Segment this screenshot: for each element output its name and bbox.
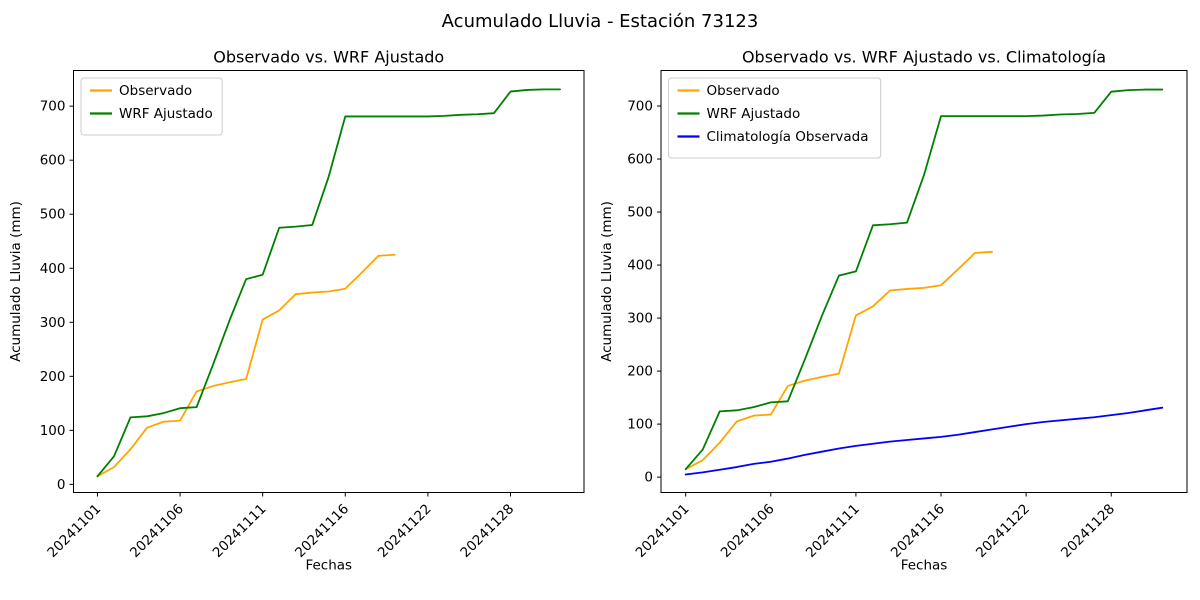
chart-left-svg: 0 100 200 300 400 500 600 700 20241101 20241106 20… (8, 48, 585, 574)
y-tick-label: 500 (40, 207, 66, 223)
y-tick-label: 0 (644, 470, 653, 486)
y-tick-label: 700 (627, 99, 653, 115)
x-tick-label: 20241128 (1058, 501, 1118, 561)
y-tick-label: 400 (40, 261, 66, 277)
x-tick-label: 20241128 (457, 501, 517, 561)
chart-left: 0 100 200 300 400 500 600 700 20241101 20241106 20… (8, 48, 585, 574)
x-tick-label: 20241122 (375, 501, 435, 561)
x-tick-label: 20241111 (803, 501, 863, 561)
y-tick-label: 300 (627, 311, 653, 327)
chart-right-svg: 0 100 200 300 400 500 600 700 20241101 20241106 20… (600, 48, 1188, 574)
y-tick-label: 400 (627, 258, 653, 274)
series-line-climatologia (684, 406, 1164, 476)
x-tick-label: 20241111 (210, 501, 270, 561)
plot-area (73, 70, 585, 493)
y-tick-label: 600 (627, 152, 653, 168)
y-tick-label: 200 (627, 364, 653, 380)
y-axis-label: Acumulado Lluvia (mm) (600, 201, 615, 362)
x-axis-label: Fechas (305, 558, 352, 574)
y-tick-label: 600 (40, 153, 66, 169)
series-line-wrf (96, 88, 561, 478)
x-tick-label: 20241106 (127, 501, 187, 561)
x-tick-label: 20241101 (44, 501, 104, 561)
y-tick-label: 100 (627, 417, 653, 433)
series-line-observado (684, 250, 993, 471)
x-axis-label: Fechas (901, 558, 948, 574)
legend-label-climatologia: Climatología Observada (707, 129, 869, 145)
x-tick-label: 20241116 (888, 501, 948, 561)
figure-title: Acumulado Lluvia - Estación 73123 (441, 11, 759, 32)
subplot-title: Observado vs. WRF Ajustado vs. Climatolo… (742, 48, 1106, 67)
y-tick-label: 200 (40, 369, 66, 385)
y-axis-label: Acumulado Lluvia (mm) (8, 201, 24, 362)
x-tick-label: 20241101 (633, 501, 693, 561)
legend-label-observado: Observado (119, 83, 192, 99)
chart-right: 0 100 200 300 400 500 600 700 20241101 20241106 20… (600, 0, 1200, 600)
legend-box (80, 77, 223, 136)
legend-label-observado: Observado (707, 83, 780, 99)
legend-label-wrf: WRF Ajustado (707, 106, 801, 122)
x-tick-label: 20241122 (973, 501, 1033, 561)
y-tick-label: 100 (40, 423, 66, 439)
x-tick-label: 20241106 (718, 501, 778, 561)
subplot-title: Observado vs. WRF Ajustado (213, 48, 444, 67)
y-tick-label: 700 (40, 99, 66, 115)
series-line-observado (96, 253, 396, 478)
legend-box (668, 77, 882, 159)
legend-label-wrf: WRF Ajustado (119, 106, 213, 122)
x-tick-label: 20241116 (292, 501, 352, 561)
y-tick-label: 500 (627, 205, 653, 221)
y-tick-label: 0 (57, 477, 66, 493)
series-line-wrf (684, 88, 1164, 471)
y-tick-label: 300 (40, 315, 66, 331)
